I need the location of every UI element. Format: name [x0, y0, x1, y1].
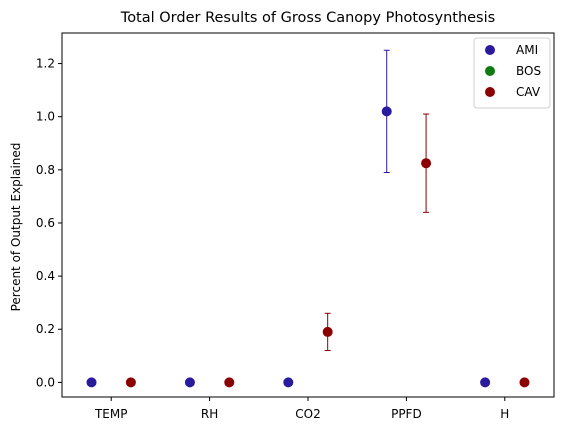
data-point-ami — [381, 106, 392, 117]
chart-title: Total Order Results of Gross Canopy Phot… — [120, 10, 495, 26]
legend-marker-bos — [485, 66, 495, 76]
x-tick-label: H — [500, 407, 509, 421]
y-tick-label: 0.0 — [36, 375, 55, 389]
data-point-ami — [283, 377, 294, 388]
y-tick-label: 1.0 — [36, 110, 55, 124]
legend-label-bos: BOS — [516, 64, 541, 78]
y-tick-label: 1.2 — [36, 57, 55, 71]
data-point-cav — [421, 158, 432, 169]
x-tick-label: RH — [201, 407, 218, 421]
data-point-ami — [184, 377, 195, 388]
data-point-ami — [480, 377, 491, 388]
legend-marker-cav — [485, 87, 495, 97]
y-tick-label: 0.4 — [36, 269, 55, 283]
y-tick-label: 0.6 — [36, 216, 55, 230]
y-axis-label: Percent of Output Explained — [9, 143, 23, 312]
legend-label-cav: CAV — [516, 85, 541, 99]
plot-frame — [61, 32, 555, 398]
y-tick-label: 0.8 — [36, 163, 55, 177]
data-point-cav — [125, 377, 136, 388]
legend-label-ami: AMI — [516, 43, 538, 57]
legend-marker-ami — [485, 45, 495, 55]
x-tick-label: TEMP — [94, 407, 128, 421]
data-point-cav — [519, 377, 530, 388]
x-tick-label: CO2 — [295, 407, 320, 421]
x-tick-label: PPFD — [391, 407, 422, 421]
data-point-cav — [224, 377, 235, 388]
y-tick-label: 0.2 — [36, 322, 55, 336]
data-point-cav — [322, 326, 333, 337]
data-point-ami — [86, 377, 97, 388]
